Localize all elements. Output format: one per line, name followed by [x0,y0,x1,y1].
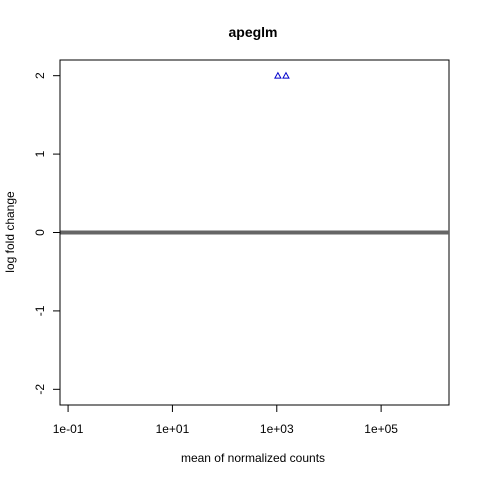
x-tick-label: 1e+05 [364,422,398,436]
data-point [274,71,282,79]
x-tick-label: 1e+01 [156,422,190,436]
y-axis: -2 -1 0 1 2 [33,72,61,395]
x-tick-label: 1e-01 [53,422,84,436]
x-axis: 1e-01 1e+01 1e+03 1e+05 [53,404,398,436]
y-axis-label: log fold change [3,191,17,273]
y-tick-label: 1 [33,150,47,157]
y-tick-label: 0 [33,229,47,236]
y-tick-label: 2 [33,72,47,79]
data-point [282,71,290,79]
y-tick-label: -1 [33,305,47,316]
chart-title: apeglm [228,24,277,40]
data-points [274,71,290,79]
x-axis-label: mean of normalized counts [181,451,325,465]
y-tick-label: -2 [33,384,47,395]
x-tick-label: 1e+03 [260,422,294,436]
